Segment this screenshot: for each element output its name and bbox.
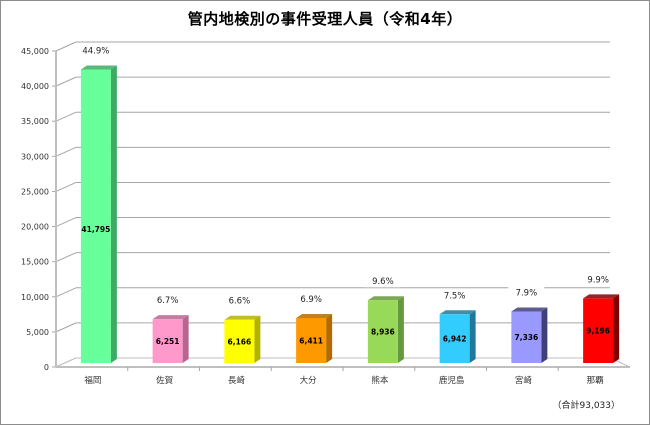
- svg-text:9,196: 9,196: [586, 327, 610, 336]
- svg-text:福岡: 福岡: [84, 375, 101, 386]
- bar-鹿児島: [439, 310, 476, 363]
- svg-text:6.6%: 6.6%: [229, 297, 251, 307]
- svg-text:7.9%: 7.9%: [516, 288, 538, 298]
- svg-text:7,336: 7,336: [515, 333, 539, 342]
- svg-text:5,000: 5,000: [26, 328, 49, 337]
- svg-text:6,166: 6,166: [228, 337, 252, 346]
- svg-text:7.5%: 7.5%: [444, 291, 466, 301]
- svg-text:熊本: 熊本: [371, 375, 389, 386]
- svg-text:佐賀: 佐賀: [156, 375, 174, 386]
- svg-text:35,000: 35,000: [21, 117, 49, 126]
- svg-text:44.9%: 44.9%: [82, 47, 109, 57]
- bars: [80, 65, 620, 363]
- bar-大分: [296, 313, 333, 363]
- svg-text:0: 0: [44, 363, 49, 372]
- svg-text:6.9%: 6.9%: [300, 295, 322, 305]
- bar-福岡: [80, 65, 117, 363]
- svg-text:15,000: 15,000: [21, 258, 49, 267]
- chart-title: 管内地検別の事件受理人員（令和4年）: [187, 10, 463, 28]
- svg-text:6,942: 6,942: [443, 335, 467, 344]
- total-annotation: （合計93,033）: [552, 401, 621, 411]
- svg-text:9.9%: 9.9%: [587, 275, 609, 285]
- bar-宮崎: [511, 307, 548, 363]
- svg-text:9.6%: 9.6%: [372, 277, 394, 287]
- svg-text:8,936: 8,936: [371, 328, 395, 337]
- svg-text:41,795: 41,795: [81, 225, 110, 234]
- svg-text:25,000: 25,000: [21, 187, 49, 196]
- svg-text:40,000: 40,000: [21, 82, 49, 91]
- svg-text:長崎: 長崎: [228, 375, 246, 386]
- svg-text:6.7%: 6.7%: [157, 296, 179, 306]
- svg-text:宮崎: 宮崎: [515, 375, 533, 386]
- svg-text:鹿児島: 鹿児島: [439, 375, 465, 386]
- svg-text:那覇: 那覇: [587, 376, 605, 386]
- svg-text:6,411: 6,411: [299, 336, 323, 345]
- labels: 0 5,000 10,000 15,000 20,000 25,000 30,000 35,0…: [21, 44, 617, 386]
- svg-text:10,000: 10,000: [21, 293, 49, 302]
- svg-text:20,000: 20,000: [21, 223, 49, 232]
- svg-text:45,000: 45,000: [21, 47, 49, 56]
- bar-熊本: [367, 296, 404, 363]
- bar-長崎: [224, 315, 261, 363]
- bar-佐賀: [152, 315, 189, 363]
- svg-text:大分: 大分: [300, 375, 318, 386]
- svg-text:6,251: 6,251: [156, 337, 180, 346]
- bar-那覇: [583, 294, 620, 363]
- gridlines: [55, 41, 610, 368]
- svg-text:30,000: 30,000: [21, 152, 49, 161]
